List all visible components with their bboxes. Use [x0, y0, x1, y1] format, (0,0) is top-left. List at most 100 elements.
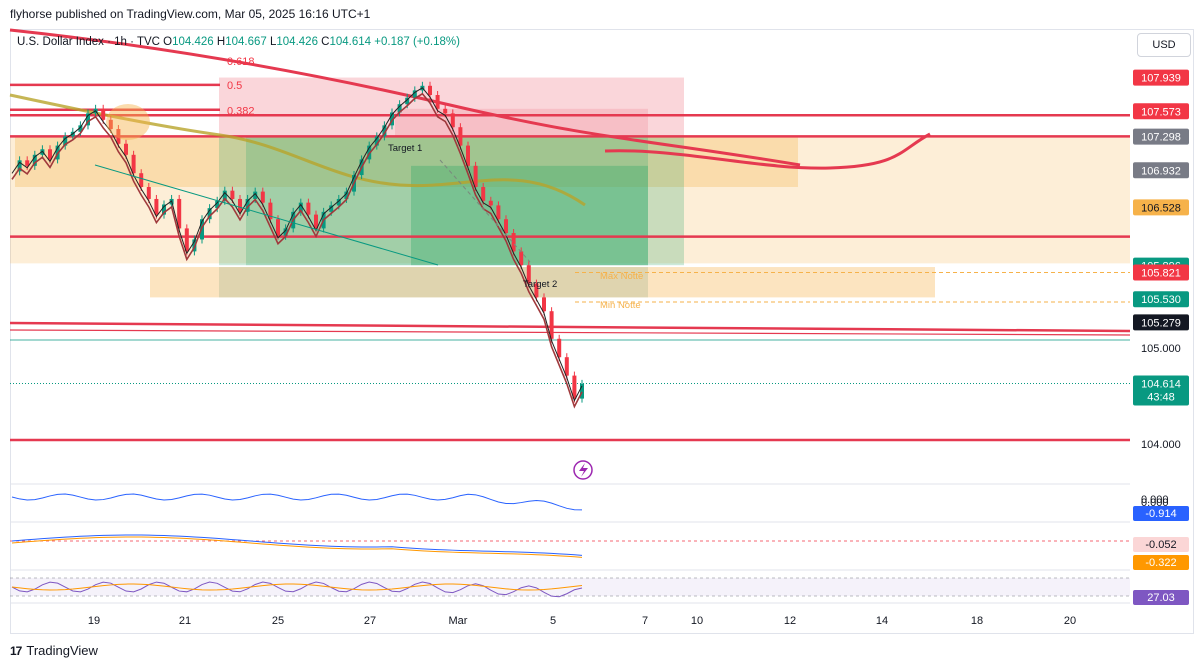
- candle-body: [32, 154, 37, 166]
- price-tag: [1133, 103, 1189, 120]
- lightning-icon-bolt: [579, 463, 588, 477]
- candle-body: [78, 125, 83, 132]
- price-tag: [1133, 314, 1189, 331]
- candle-body: [390, 112, 394, 126]
- price-tag: [1133, 199, 1189, 216]
- legend-open-label: O: [163, 36, 173, 48]
- candle-body: [154, 198, 159, 215]
- price-tag-label: 105.530: [1141, 294, 1181, 306]
- candle-body: [108, 119, 113, 130]
- indicator-panes: -0.914 0.000 -0.052 -0.322 27.03: [10, 483, 1189, 605]
- currency-button[interactable]: USD: [1137, 33, 1191, 57]
- price-tag-label: 107.573: [1141, 106, 1181, 118]
- x-tick-label: 10: [691, 615, 703, 627]
- projection-curve: [604, 132, 931, 170]
- candle-body: [177, 198, 182, 229]
- macd-signal-line: [11, 536, 583, 558]
- candle-body: [139, 173, 144, 187]
- candle-body: [580, 383, 584, 399]
- y-tick-label: 104.000: [1141, 439, 1181, 451]
- x-tick-label: 18: [971, 615, 983, 627]
- candle-body: [238, 198, 242, 212]
- candle-body: [549, 311, 554, 339]
- candle-body: [450, 113, 455, 128]
- macd-tag-1: [1133, 537, 1189, 552]
- candle-body: [329, 205, 334, 212]
- x-tick-label: 7: [642, 615, 648, 627]
- stop-zone-inner: [395, 108, 648, 137]
- legend-close-label: C: [321, 36, 330, 48]
- macd-tag-1-label: -0.052: [1145, 539, 1176, 551]
- candle-body: [48, 149, 52, 160]
- price-tag-label: 107.939: [1141, 73, 1181, 85]
- black-ma-line: [11, 87, 583, 402]
- countdown-label: 43:48: [1147, 392, 1175, 404]
- candle-body: [298, 202, 303, 212]
- trendline-support-2: [9, 329, 1131, 336]
- annotation-text: Target 2: [523, 279, 557, 290]
- candle-body: [374, 136, 379, 146]
- axes-layer: 107.939 107.573 107.298 106.932 106.528 105.8…: [88, 69, 1189, 627]
- candle-body: [466, 145, 470, 166]
- rsi-line: [11, 581, 583, 598]
- brown-ma-line: [11, 92, 583, 409]
- annotations-layer: 0.618 0.5 0.382 Target 1 Target 2 Max Notte Mi…: [94, 56, 643, 480]
- candle-body: [458, 127, 463, 146]
- price-tag: [1133, 291, 1189, 308]
- price-tag-label: 106.528: [1141, 202, 1181, 214]
- candle-body: [511, 233, 516, 252]
- candle-body: [519, 251, 524, 266]
- candle-body: [572, 375, 577, 399]
- macd-tag-2: [1133, 555, 1189, 570]
- x-tick-label: 14: [876, 615, 888, 627]
- candle-body: [268, 202, 273, 220]
- candle-body: [146, 187, 151, 199]
- candle-body: [207, 208, 212, 220]
- legend-open: 104.426: [172, 36, 214, 48]
- series-layer: [9, 28, 1131, 442]
- x-tick-label: 19: [88, 615, 100, 627]
- legend-high-label: H: [216, 36, 226, 48]
- rsi-tag-label: 27.03: [1147, 592, 1175, 604]
- candle-body: [397, 104, 402, 113]
- footer: 17 TradingView: [10, 643, 98, 658]
- price-tag: [1133, 264, 1189, 281]
- candle-body: [428, 85, 432, 95]
- rsi-ma-line: [11, 583, 583, 591]
- candle-body: [230, 190, 235, 199]
- candle-body: [184, 228, 189, 252]
- candle-body: [222, 190, 227, 201]
- candle-body: [488, 200, 493, 206]
- cci-zero-label: 0.000: [1141, 494, 1169, 506]
- chart-frame: [10, 29, 1194, 634]
- annotation-text: Min Notte: [600, 300, 641, 311]
- candle-body: [405, 97, 410, 105]
- y-tick-label: 105.000: [1141, 343, 1181, 355]
- price-tag-label: 106.932: [1141, 165, 1181, 177]
- cci-tag: [1133, 506, 1189, 521]
- trendline-support: [9, 321, 1131, 333]
- legend: U.S. Dollar Index · 1h · TVC O104.426 H1…: [17, 36, 460, 48]
- footer-brand: TradingView: [26, 643, 98, 658]
- overlap-zone: [219, 267, 648, 298]
- candle-body: [412, 90, 417, 98]
- cci-line: [11, 493, 583, 511]
- price-tag: [1133, 69, 1189, 86]
- candle-body: [101, 108, 106, 120]
- target-zone-lower: [150, 267, 935, 298]
- price-tag: [1133, 128, 1189, 145]
- candle-body: [253, 191, 258, 199]
- olive-ma-line: [9, 93, 586, 207]
- x-tick-label: 20: [1064, 615, 1076, 627]
- candle-body: [336, 198, 341, 206]
- candle-body: [63, 136, 68, 146]
- candle-body: [564, 357, 569, 376]
- x-tick-label: 12: [784, 615, 796, 627]
- rsi-tag: [1133, 590, 1189, 605]
- candle-body: [496, 205, 501, 220]
- candle-body: [116, 129, 121, 144]
- legend-symbol: U.S. Dollar Index · 1h · TVC: [17, 36, 160, 48]
- dashed-projection: [439, 159, 531, 263]
- candle-body: [306, 202, 311, 215]
